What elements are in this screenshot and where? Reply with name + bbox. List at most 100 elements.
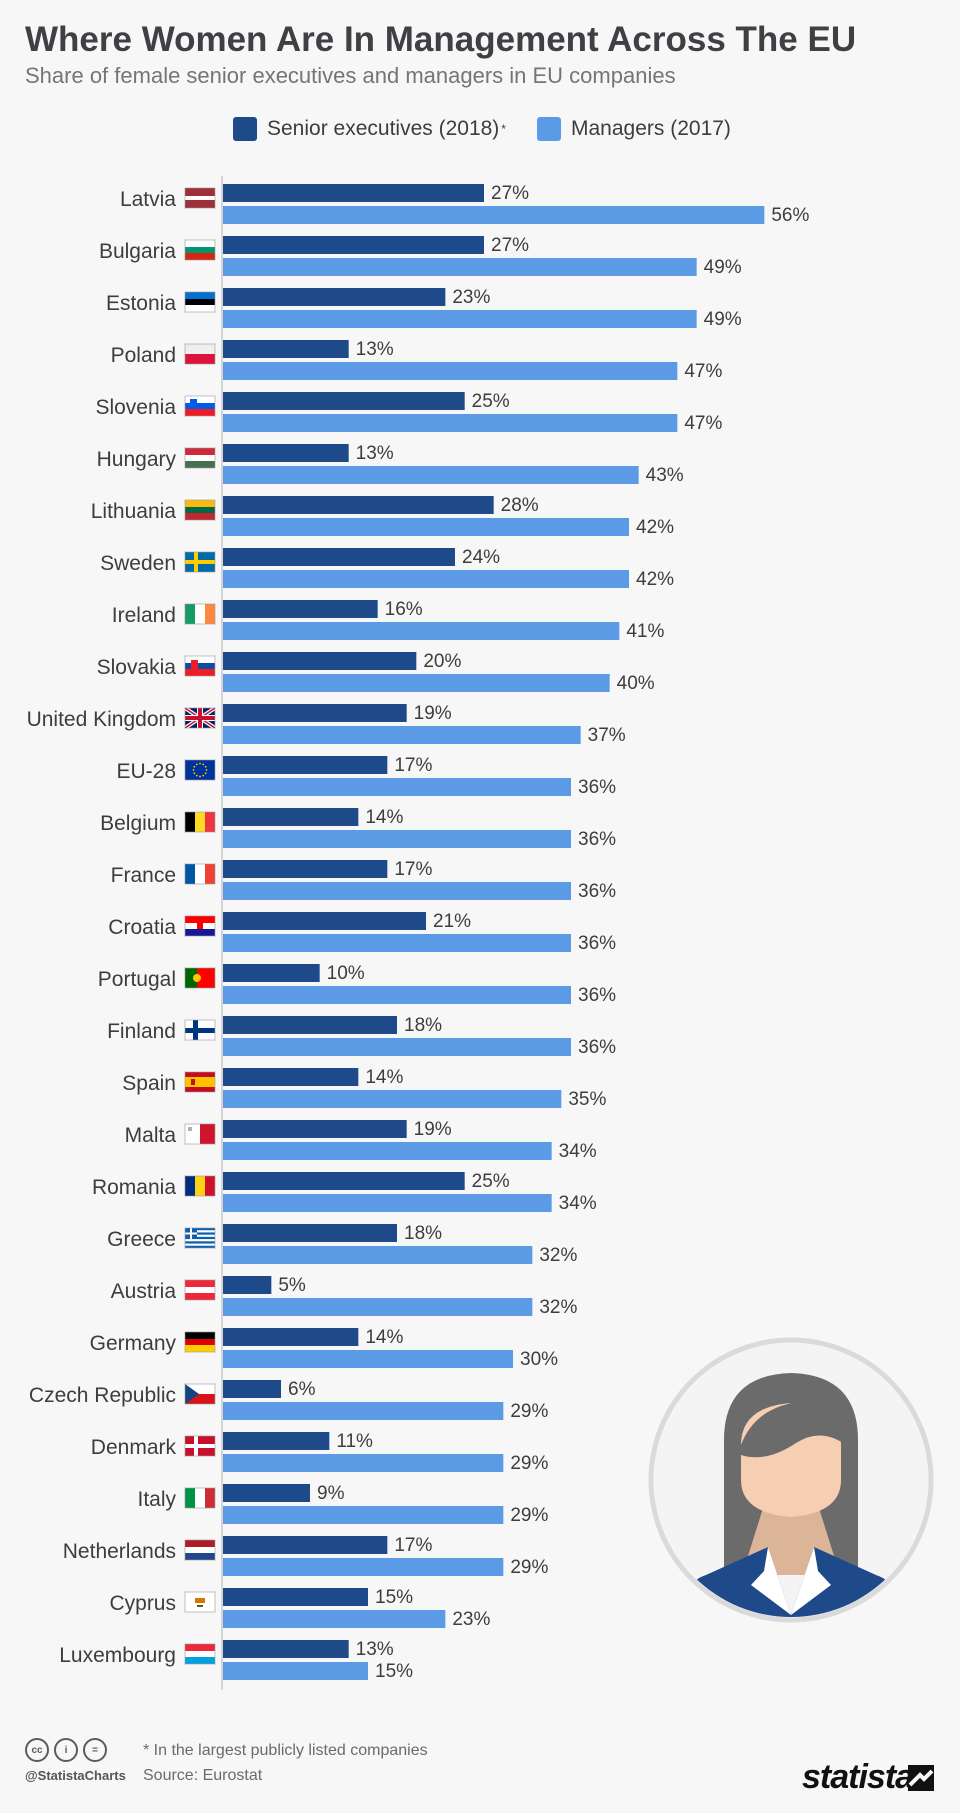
statista-logo: statista (802, 1758, 914, 1796)
bar-senior-executives (223, 496, 494, 514)
data-label-senior-executives: 23% (452, 287, 490, 308)
bar-managers (223, 1038, 571, 1056)
category-label: Bulgaria (99, 240, 176, 263)
data-label-senior-executives: 13% (356, 339, 394, 360)
bar-managers (223, 622, 620, 640)
category-label: Austria (111, 1280, 177, 1303)
bar-senior-executives (223, 1380, 281, 1398)
bar-managers (223, 882, 571, 900)
category-label: Netherlands (63, 1540, 176, 1563)
lithuania-flag-icon (184, 499, 216, 521)
bar-managers (223, 1610, 446, 1628)
category-label: Finland (107, 1020, 176, 1043)
category-label: Greece (107, 1228, 176, 1251)
data-label-managers: 43% (646, 465, 684, 486)
source-note: Source: Eurostat (143, 1767, 263, 1784)
data-label-senior-executives: 14% (365, 807, 403, 828)
data-label-managers: 32% (539, 1297, 577, 1318)
bar-senior-executives (223, 1484, 310, 1502)
category-label: Czech Republic (29, 1384, 176, 1407)
bar-managers (223, 1298, 533, 1316)
data-label-managers: 36% (578, 777, 616, 798)
category-label: France (111, 864, 176, 887)
malta-flag-icon (184, 1123, 216, 1145)
data-label-managers: 49% (704, 309, 742, 330)
bar-senior-executives (223, 548, 455, 566)
bar-senior-executives (223, 1068, 359, 1086)
data-label-senior-executives: 28% (501, 495, 539, 516)
data-label-senior-executives: 18% (404, 1223, 442, 1244)
data-label-managers: 41% (626, 621, 664, 642)
data-label-managers: 47% (684, 413, 722, 434)
bar-senior-executives (223, 652, 417, 670)
ireland-flag-icon (184, 603, 216, 625)
bar-managers (223, 1350, 513, 1368)
category-label: Portugal (98, 968, 176, 991)
data-label-managers: 29% (510, 1557, 548, 1578)
bar-managers (223, 258, 697, 276)
poland-flag-icon (184, 343, 216, 365)
data-label-managers: 32% (539, 1245, 577, 1266)
bar-senior-executives (223, 1536, 388, 1554)
denmark-flag-icon (184, 1435, 216, 1457)
sweden-flag-icon (184, 551, 216, 573)
bar-senior-executives (223, 1172, 465, 1190)
category-label: Lithuania (91, 500, 177, 523)
category-label: Spain (122, 1072, 176, 1095)
bar-senior-executives (223, 600, 378, 618)
statista-logo-icon (908, 1765, 934, 1791)
category-label: Slovakia (97, 656, 177, 679)
bar-senior-executives (223, 860, 388, 878)
data-label-senior-executives: 17% (394, 755, 432, 776)
data-label-managers: 42% (636, 517, 674, 538)
data-label-managers: 40% (617, 673, 655, 694)
bar-managers (223, 1506, 504, 1524)
category-label: Belgium (100, 812, 176, 835)
data-label-managers: 35% (568, 1089, 606, 1110)
bar-managers (223, 1246, 533, 1264)
data-label-senior-executives: 11% (336, 1431, 373, 1452)
data-label-managers: 37% (588, 725, 626, 746)
croatia-flag-icon (184, 915, 216, 937)
data-label-managers: 34% (559, 1141, 597, 1162)
bar-senior-executives (223, 704, 407, 722)
bar-managers (223, 1194, 552, 1212)
bar-senior-executives (223, 392, 465, 410)
hungary-flag-icon (184, 447, 216, 469)
data-label-managers: 36% (578, 881, 616, 902)
data-label-managers: 56% (771, 205, 809, 226)
chart-title: Where Women Are In Management Across The… (25, 20, 857, 59)
data-label-senior-executives: 17% (394, 1535, 432, 1556)
data-label-senior-executives: 13% (356, 443, 394, 464)
bar-senior-executives (223, 1016, 397, 1034)
category-label: Poland (111, 344, 176, 367)
finland-flag-icon (184, 1019, 216, 1041)
estonia-flag-icon (184, 291, 216, 313)
by-icon: i (54, 1738, 78, 1762)
data-label-senior-executives: 19% (414, 1119, 452, 1140)
category-label: United Kingdom (27, 708, 176, 731)
data-label-managers: 29% (510, 1453, 548, 1474)
data-label-senior-executives: 25% (472, 1171, 510, 1192)
data-label-senior-executives: 9% (317, 1483, 345, 1504)
czech-republic-flag-icon (184, 1383, 216, 1405)
category-label: Italy (137, 1488, 176, 1511)
bar-senior-executives (223, 288, 446, 306)
bar-senior-executives (223, 340, 349, 358)
data-label-managers: 49% (704, 257, 742, 278)
bar-managers (223, 674, 610, 692)
bar-senior-executives (223, 756, 388, 774)
bar-senior-executives (223, 1224, 397, 1242)
twitter-handle: @StatistaCharts (25, 1768, 126, 1783)
germany-flag-icon (184, 1331, 216, 1353)
france-flag-icon (184, 863, 216, 885)
legend-label-managers: Managers (2017) (571, 117, 731, 140)
slovenia-flag-icon (184, 395, 216, 417)
category-label: Latvia (120, 188, 176, 211)
bar-senior-executives (223, 1120, 407, 1138)
bar-senior-executives (223, 444, 349, 462)
bar-managers (223, 1142, 552, 1160)
data-label-senior-executives: 15% (375, 1587, 413, 1608)
bar-managers (223, 466, 639, 484)
bar-managers (223, 362, 678, 380)
